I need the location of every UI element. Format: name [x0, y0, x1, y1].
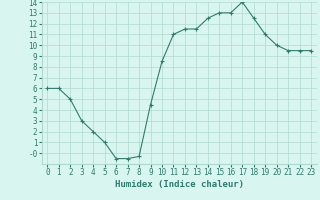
X-axis label: Humidex (Indice chaleur): Humidex (Indice chaleur) [115, 180, 244, 189]
